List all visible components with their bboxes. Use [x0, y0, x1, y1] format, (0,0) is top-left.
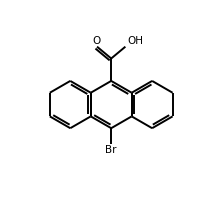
- Text: O: O: [92, 36, 100, 46]
- Text: OH: OH: [127, 36, 143, 46]
- Text: Br: Br: [105, 145, 117, 155]
